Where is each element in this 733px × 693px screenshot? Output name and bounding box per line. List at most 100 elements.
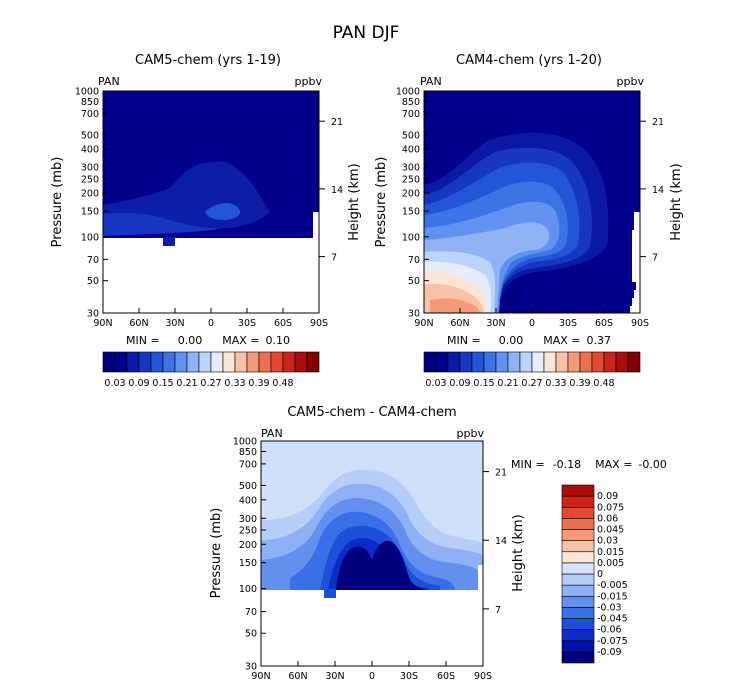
colorbar-swatch	[126, 351, 140, 373]
max-label: MAX =	[543, 334, 580, 347]
pressure-tick-label: 1000	[396, 87, 420, 98]
colorbar-swatch	[258, 351, 272, 373]
colorbar-swatch	[102, 351, 116, 373]
colorbar-label: 0.015	[597, 547, 624, 558]
max-label: MAX =	[222, 334, 259, 347]
height-tick-label: 21	[331, 117, 343, 128]
latitude-axis: 90N 60N 30N 0 30S 60S 90S	[414, 308, 649, 329]
pressure-tick-label: 250	[402, 174, 420, 185]
pressure-tick-label: 50	[245, 629, 257, 640]
colorbar-swatch	[531, 351, 545, 373]
colorbar-label: 0.15	[473, 378, 494, 389]
latitude-tick-label: 90S	[474, 671, 492, 682]
colorbar-label: 0.075	[597, 502, 624, 513]
colorbar-swatch	[561, 551, 595, 564]
colorbar-label: 0.045	[597, 525, 624, 536]
pressure-tick-label: 200	[239, 540, 257, 551]
pressure-tick-label: 700	[239, 459, 257, 470]
colorbar-swatch	[561, 629, 595, 642]
colorbar-label: 0.33	[224, 378, 245, 389]
colorbar-swatch	[435, 351, 449, 373]
pressure-tick-label: 500	[81, 130, 99, 141]
pressure-tick-label: 250	[81, 174, 99, 185]
pressure-tick-label: 70	[87, 255, 99, 266]
min-value: 0.00	[499, 334, 524, 347]
latitude-tick-label: 90S	[631, 318, 649, 329]
colorbar-label: -0.005	[597, 580, 628, 591]
colorbar-swatch	[150, 351, 164, 373]
colorbar-swatch	[471, 351, 485, 373]
pressure-tick-label: 500	[239, 481, 257, 492]
colorbar-swatch	[561, 607, 595, 619]
min-label: MIN =	[447, 334, 481, 347]
colorbar-label: 0.03	[597, 536, 618, 547]
field-label: PAN	[261, 427, 283, 440]
pressure-tick-label: 300	[239, 514, 257, 525]
height-axis: 21 14 7	[319, 117, 343, 264]
max-label: MAX =	[595, 458, 632, 471]
latitude-tick-label: 60N	[450, 318, 469, 329]
colorbar-swatch	[495, 351, 509, 373]
colorbar-swatch	[210, 351, 224, 373]
latitude-tick-label: 60S	[274, 318, 292, 329]
units-label: ppbv	[457, 427, 485, 440]
colorbar-label: -0.075	[597, 636, 628, 647]
colorbar-swatch	[561, 506, 595, 519]
colorbar-swatch	[519, 351, 533, 373]
colorbar-swatch	[567, 351, 581, 373]
figure-title: PAN DJF	[333, 23, 400, 43]
latitude-tick-label: 30N	[165, 318, 184, 329]
latitude-tick-label: 30N	[325, 671, 344, 682]
pressure-tick-label: 30	[245, 662, 257, 673]
colorbar-label: -0.03	[597, 602, 622, 613]
height-tick-label: 7	[652, 253, 658, 264]
contour-band	[163, 237, 175, 246]
colorbar-label: 0.21	[497, 378, 518, 389]
colorbar-swatch	[246, 351, 260, 373]
min-max-line: MIN = 0.00 MAX = 0.37	[447, 334, 611, 347]
contour-band	[500, 291, 519, 312]
pressure-tick-label: 400	[239, 495, 257, 506]
colorbar-swatch	[306, 351, 320, 373]
pressure-tick-label: 400	[81, 145, 99, 156]
min-label: MIN =	[511, 458, 545, 471]
latitude-tick-label: 90N	[414, 318, 433, 329]
latitude-tick-label: 30N	[486, 318, 505, 329]
latitude-tick-label: 90N	[251, 671, 270, 682]
field-notch	[478, 565, 483, 590]
latitude-axis: 90N 60N 30N 0 30S 60S 90S	[93, 308, 328, 329]
latitude-tick-label: 90N	[93, 318, 112, 329]
colorbar-swatch	[186, 351, 200, 373]
panel-title: CAM5-chem (yrs 1-19)	[135, 53, 281, 68]
y2label: Height (km)	[669, 163, 684, 240]
colorbar-swatch	[543, 351, 557, 373]
colorbar-label: 0.33	[545, 378, 566, 389]
colorbar-label: 0.15	[152, 378, 173, 389]
latitude-tick-label: 0	[208, 318, 214, 329]
colorbar-label: 0.21	[176, 378, 197, 389]
pressure-tick-label: 50	[87, 276, 99, 287]
latitude-tick-label: 60N	[129, 318, 148, 329]
pressure-tick-label: 30	[408, 309, 420, 320]
panel-title: CAM5-chem - CAM4-chem	[287, 405, 456, 420]
colorbar-swatch	[294, 351, 308, 373]
height-tick-label: 14	[495, 536, 507, 547]
latitude-tick-label: 90S	[310, 318, 328, 329]
colorbar-swatch	[627, 351, 641, 373]
height-tick-label: 14	[652, 185, 664, 196]
contour-band	[430, 298, 480, 313]
ylabel: Pressure (mb)	[374, 157, 389, 248]
latitude-tick-label: 0	[529, 318, 535, 329]
max-value: -0.00	[638, 458, 666, 471]
latitude-tick-label: 30S	[238, 318, 256, 329]
min-value: 0.00	[178, 334, 203, 347]
colorbar-swatch	[114, 351, 128, 373]
panel-cam5: CAM5-chem (yrs 1-19) PAN ppbv 3050701001…	[50, 53, 362, 389]
latitude-tick-label: 60S	[595, 318, 613, 329]
colorbar-swatch	[234, 351, 248, 373]
colorbar-label: 0.09	[597, 491, 618, 502]
colorbar-label: 0.27	[200, 378, 221, 389]
colorbar-label: 0.39	[248, 378, 269, 389]
